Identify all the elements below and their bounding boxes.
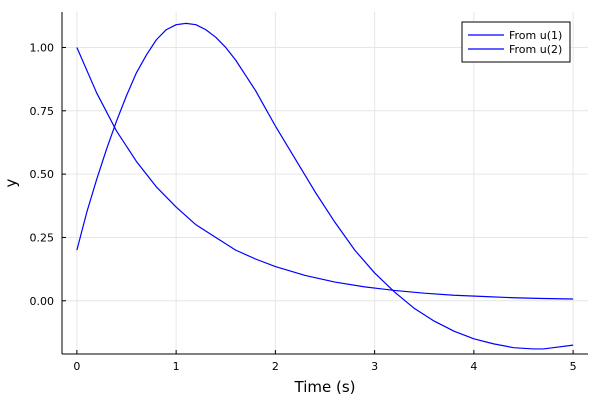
x-ticks: 0 1 2 3 4 5 [73,350,577,373]
y-tick-label: 0.50 [30,168,55,181]
y-tick-label: 0.00 [30,295,55,308]
y-axis-title: y [2,178,20,187]
grid [62,12,588,354]
y-tick-label: 0.25 [30,231,55,244]
y-tick-label: 0.75 [30,105,55,118]
series-line [76,47,574,300]
x-tick-label: 5 [570,360,577,373]
axes [61,12,588,355]
y-ticks: 0.00 0.25 0.50 0.75 1.00 [30,41,66,308]
series [76,22,574,350]
series-line [76,22,574,350]
legend-label: From u(2) [509,43,562,56]
x-tick-label: 1 [173,360,180,373]
x-tick-label: 2 [272,360,279,373]
x-tick-label: 4 [470,360,477,373]
x-tick-label: 0 [73,360,80,373]
legend: From u(1) From u(2) [461,21,571,63]
x-tick-label: 3 [371,360,378,373]
y-tick-label: 1.00 [30,41,55,54]
legend-box [461,21,571,63]
legend-label: From u(1) [509,29,562,42]
x-axis-title: Time (s) [294,378,356,396]
